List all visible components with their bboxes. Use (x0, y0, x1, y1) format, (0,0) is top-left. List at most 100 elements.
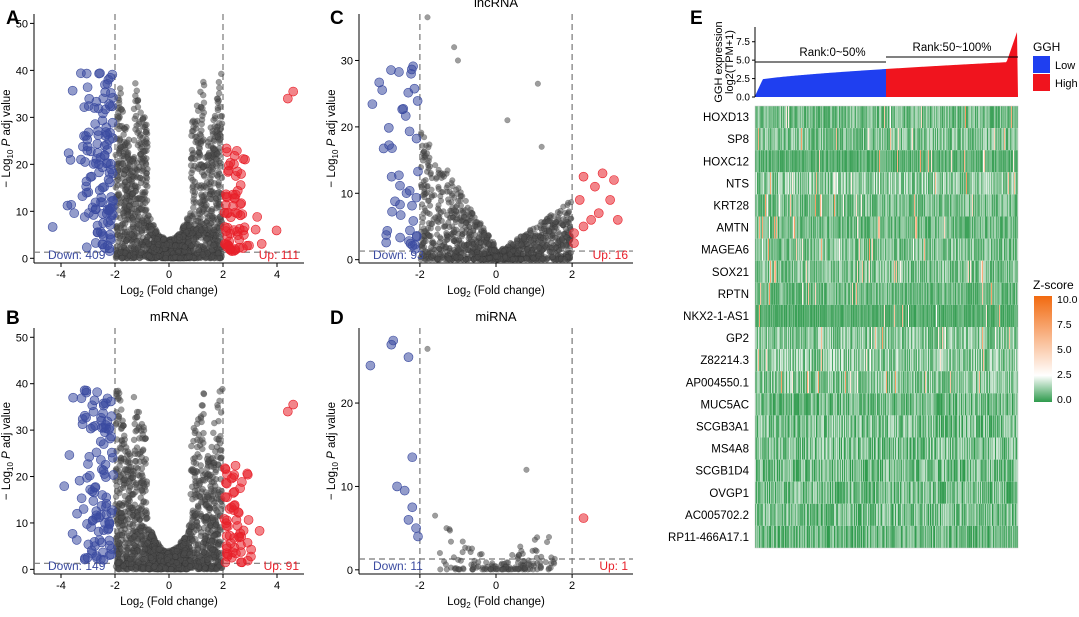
y-tick-label-b: 10 (16, 518, 28, 530)
point-not-significant (214, 106, 222, 114)
point-not-significant (424, 14, 431, 21)
point-not-significant (436, 549, 443, 556)
point-downregulated (387, 206, 397, 217)
point-not-significant (139, 447, 146, 454)
point-not-significant (432, 214, 439, 221)
point-not-significant (214, 99, 222, 106)
point-not-significant (422, 238, 429, 245)
point-not-significant (203, 501, 210, 508)
point-downregulated (59, 481, 70, 492)
point-not-significant (539, 255, 546, 262)
point-downregulated (103, 174, 114, 185)
point-downregulated (93, 130, 104, 140)
point-downregulated (76, 493, 87, 504)
heatmap-cell (777, 106, 779, 129)
point-not-significant (562, 217, 569, 224)
point-not-significant (188, 523, 195, 530)
point-not-significant (129, 168, 136, 175)
x-axis-label-b: Log2 (Fold change) (120, 596, 218, 610)
point-upregulated (252, 212, 262, 222)
point-not-significant (533, 547, 540, 554)
x-tick-label-b: 0 (166, 580, 172, 592)
point-not-significant (112, 184, 120, 191)
point-upregulated (242, 240, 252, 251)
data-points-d (365, 335, 589, 573)
point-not-significant (195, 431, 202, 438)
point-downregulated (100, 87, 111, 97)
point-not-significant (473, 219, 480, 226)
y-tick-label-d: 20 (341, 398, 353, 410)
y-tick-label-d: 10 (341, 481, 353, 493)
point-not-significant (126, 450, 133, 458)
point-not-significant (534, 80, 541, 87)
point-downregulated (84, 208, 94, 218)
x-axis-label-a: Log2 (Fold change) (120, 285, 218, 299)
point-not-significant (446, 247, 453, 254)
point-downregulated (76, 154, 86, 165)
point-not-significant (203, 161, 211, 169)
data-points-b (59, 385, 299, 573)
point-not-significant (135, 221, 143, 229)
point-not-significant (518, 256, 525, 263)
y-tick-label-c: 20 (341, 122, 353, 134)
point-not-significant (432, 512, 439, 519)
heatmap-cell (760, 106, 762, 129)
heatmap-cell (783, 106, 785, 129)
point-not-significant (211, 112, 219, 120)
point-not-significant (160, 236, 167, 243)
point-not-significant (208, 538, 215, 545)
point-not-significant (133, 484, 140, 491)
point-not-significant (559, 236, 566, 243)
y-axis-label-part: − Log (1, 158, 13, 187)
point-not-significant (211, 499, 218, 506)
point-downregulated (66, 199, 77, 210)
point-not-significant (146, 253, 153, 260)
point-upregulated (282, 93, 293, 104)
point-not-significant (418, 183, 425, 190)
point-downregulated (403, 514, 414, 525)
point-not-significant (426, 233, 433, 240)
point-upregulated (256, 238, 267, 249)
plot-title-c: lncRNA (474, 0, 518, 10)
point-not-significant (427, 170, 434, 177)
point-not-significant (548, 554, 555, 561)
point-downregulated (79, 102, 90, 112)
point-not-significant (163, 241, 171, 248)
point-not-significant (216, 526, 224, 534)
point-not-significant (487, 566, 494, 573)
point-downregulated (105, 229, 115, 240)
point-not-significant (199, 112, 206, 120)
point-not-significant (460, 241, 467, 248)
point-upregulated (230, 207, 241, 218)
point-downregulated (82, 82, 93, 93)
point-not-significant (186, 551, 194, 558)
point-not-significant (115, 113, 122, 120)
point-not-significant (199, 91, 207, 99)
point-not-significant (117, 143, 125, 151)
y-tick-label-c: 10 (341, 188, 353, 200)
point-not-significant (436, 245, 443, 252)
point-not-significant (188, 146, 196, 154)
point-not-significant (462, 197, 469, 204)
x-tick-label-a: -4 (56, 269, 66, 281)
point-not-significant (210, 532, 218, 540)
point-not-significant (131, 447, 139, 454)
point-not-significant (122, 166, 129, 174)
point-not-significant (471, 557, 478, 564)
heatmap-cell (774, 106, 776, 129)
y-axis-label-part: − Log (326, 471, 338, 500)
point-not-significant (122, 220, 129, 227)
point-not-significant (127, 463, 135, 471)
heatmap-cells (755, 106, 1019, 548)
point-not-significant (483, 559, 490, 566)
heatmap-cell (773, 106, 775, 129)
heatmap-cell (765, 106, 767, 129)
point-not-significant (549, 253, 556, 260)
point-not-significant (216, 234, 223, 241)
point-not-significant (455, 556, 462, 563)
point-not-significant (112, 151, 119, 159)
heatmap-cell (788, 106, 790, 129)
point-not-significant (144, 217, 151, 224)
